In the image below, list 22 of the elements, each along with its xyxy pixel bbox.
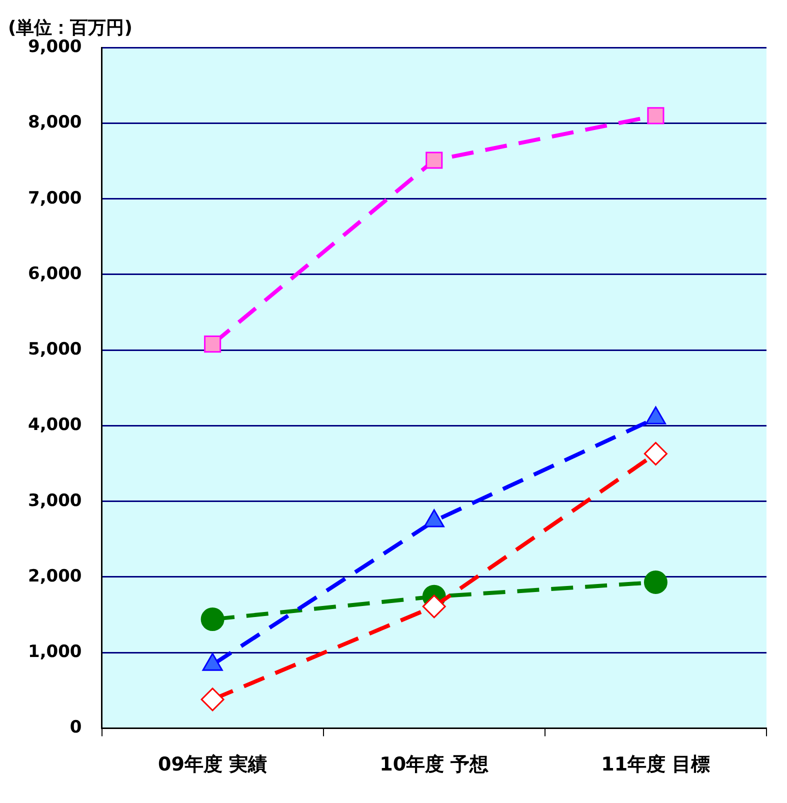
y-tick-label: 7,000 (28, 188, 82, 208)
point (644, 442, 668, 466)
y-tick-label: 5,000 (28, 340, 82, 360)
point (647, 107, 664, 124)
y-tick-label: 9,000 (28, 37, 82, 58)
point (204, 336, 222, 353)
y-tick-label: 2,000 (28, 566, 82, 586)
point (422, 594, 446, 618)
y-tick-label: 1,000 (28, 642, 82, 662)
point (200, 688, 224, 712)
point (426, 152, 443, 169)
point (644, 570, 668, 594)
x-tick-label: 10年度 予想 (380, 754, 489, 776)
y-tick-label: 0 (70, 718, 82, 738)
y-tick-label: 3,000 (28, 490, 82, 511)
y-tick-label: 6,000 (28, 264, 82, 284)
y-tick-label: 4,000 (28, 415, 82, 436)
x-tick-label: 09年度 実績 (158, 754, 268, 776)
x-tick-label: 11年度 目標 (601, 754, 710, 776)
y-tick-label: 8,000 (28, 112, 82, 133)
point (200, 608, 224, 632)
y-axis-title: (単位：百万円) (8, 17, 132, 38)
